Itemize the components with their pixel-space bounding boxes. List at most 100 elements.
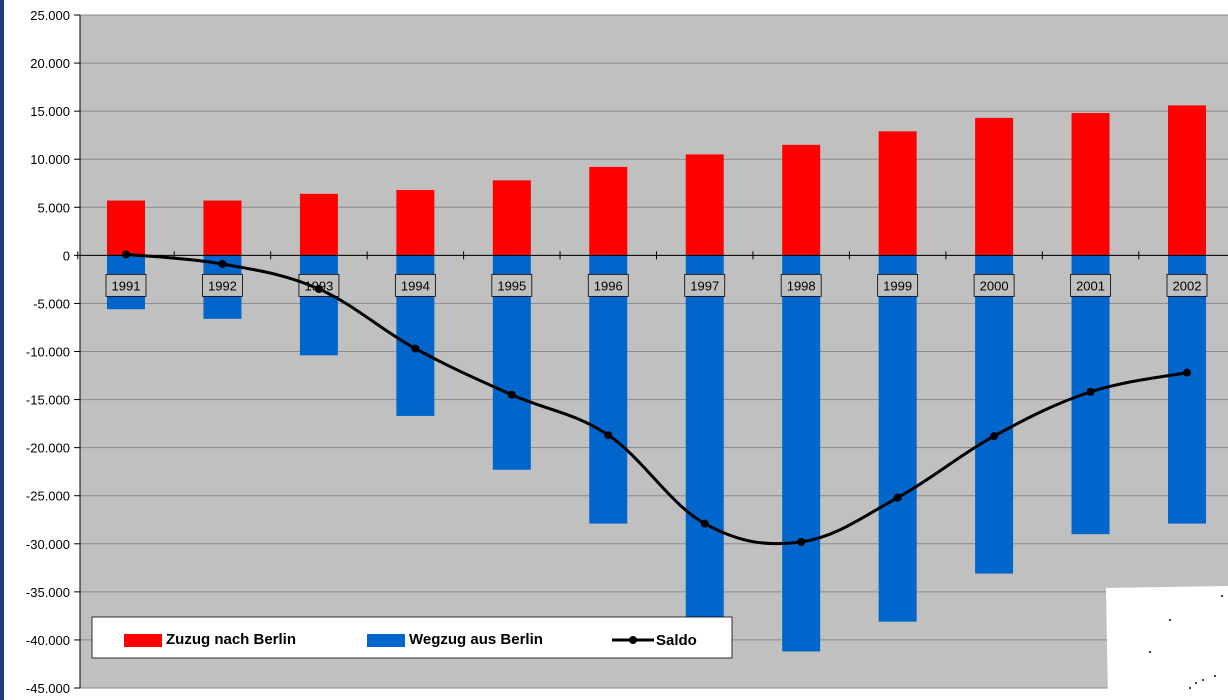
y-tick-label: 15.000 — [30, 104, 70, 119]
saldo-line-layer — [122, 250, 1191, 546]
saldo-point-2000 — [990, 432, 999, 441]
y-tick-label: 25.000 — [30, 8, 70, 23]
x-tick-label-1996: 1996 — [587, 273, 629, 297]
x-tick-label-1998: 1998 — [780, 273, 822, 297]
x-tick-box — [684, 273, 726, 297]
y-tick-label: -35.000 — [26, 585, 70, 600]
x-tick-box — [1166, 273, 1208, 297]
left-border-strip — [0, 0, 4, 700]
legend: Zuzug nach Berlin Wegzug aus Berlin Saldo — [91, 616, 733, 659]
legend-item-2: Saldo — [612, 632, 697, 649]
legend-label: Saldo — [656, 632, 697, 649]
bar-zuzug-1992 — [203, 200, 242, 256]
saldo-point-1998 — [797, 537, 806, 546]
bar-zuzug-1998 — [782, 144, 821, 256]
x-tick-label-1997: 1997 — [684, 273, 726, 297]
y-tick-label: 5.000 — [37, 200, 70, 215]
speck — [1201, 678, 1205, 682]
x-tick-text: 2002 — [1173, 278, 1202, 293]
x-tick-text: 2000 — [980, 278, 1009, 293]
x-tick-text: 1992 — [208, 278, 237, 293]
legend-box — [91, 616, 733, 659]
bar-wegzug-1996 — [589, 255, 628, 524]
bar-zuzug-1994 — [396, 189, 435, 256]
y-tick-label: -40.000 — [26, 633, 70, 648]
saldo-point-1997 — [700, 519, 709, 528]
x-tick-label-1992: 1992 — [202, 273, 243, 297]
x-tick-box — [202, 273, 243, 297]
speck — [1194, 681, 1198, 685]
x-tick-box — [1070, 273, 1111, 297]
speck — [1148, 650, 1152, 654]
y-tick-label: -30.000 — [26, 537, 70, 552]
x-tick-box — [877, 273, 919, 297]
x-tick-text: 1994 — [401, 278, 430, 293]
white-overlay-shape — [1106, 586, 1228, 700]
x-tick-label-2000: 2000 — [973, 273, 1015, 297]
bar-wegzug-1993 — [299, 255, 338, 356]
y-tick-label: -10.000 — [26, 345, 70, 360]
y-tick-label: -5.000 — [33, 296, 70, 311]
bars — [107, 105, 1206, 652]
x-tick-labels: 1991199219931994199519961997199819992000… — [105, 273, 1208, 297]
y-tick-label: 10.000 — [30, 152, 70, 167]
saldo-point-1995 — [507, 390, 516, 399]
x-tick-text: 1991 — [112, 278, 141, 293]
bar-wegzug-1998 — [782, 255, 821, 652]
y-tick-label: 0 — [63, 248, 70, 263]
legend-label: Wegzug aus Berlin — [409, 631, 543, 648]
saldo-point-1991 — [122, 250, 130, 259]
legend-marker — [629, 636, 637, 644]
x-tick-box — [105, 273, 147, 297]
x-tick-label-1999: 1999 — [877, 273, 919, 297]
speck — [1188, 686, 1192, 690]
saldo-point-1999 — [893, 493, 902, 502]
legend-swatch — [124, 634, 162, 647]
bar-wegzug-1997 — [685, 255, 724, 626]
speck — [1213, 674, 1217, 678]
bar-zuzug-1991 — [107, 200, 145, 256]
x-tick-label-1994: 1994 — [394, 273, 436, 297]
x-tick-label-2002: 2002 — [1166, 273, 1208, 297]
x-tick-text: 1997 — [690, 278, 719, 293]
saldo-point-1993 — [314, 285, 323, 294]
legend-swatch — [367, 634, 405, 647]
speck — [1220, 594, 1224, 598]
y-tick-label: -20.000 — [26, 441, 70, 456]
bar-zuzug-1993 — [299, 193, 338, 256]
x-tick-label-1995: 1995 — [491, 273, 533, 297]
x-tick-box — [587, 273, 629, 297]
x-tick-box — [394, 273, 436, 297]
y-tick-label: -15.000 — [26, 393, 70, 408]
saldo-point-1992 — [218, 260, 227, 269]
x-tick-box — [973, 273, 1015, 297]
axes: 25.000 20.000 15.000 10.000 5.000 0 -5.000 -10.… — [26, 8, 1228, 696]
x-tick-text: 1996 — [594, 278, 623, 293]
bar-zuzug-2001 — [1071, 113, 1110, 256]
bar-wegzug-1999 — [878, 255, 917, 622]
legend-label: Zuzug nach Berlin — [166, 631, 296, 648]
y-tick-label: -25.000 — [26, 489, 70, 504]
white-blob-decoration — [1106, 586, 1228, 700]
legend-item-1: Wegzug aus Berlin — [367, 631, 543, 648]
bar-zuzug-2002 — [1168, 105, 1206, 256]
legend-item-0: Zuzug nach Berlin — [124, 631, 296, 648]
saldo-point-1994 — [411, 344, 420, 353]
x-tick-label-2001: 2001 — [1070, 273, 1111, 297]
x-tick-text: 1998 — [787, 278, 816, 293]
x-tick-text: 2001 — [1076, 278, 1105, 293]
x-tick-text: 1999 — [883, 278, 912, 293]
bar-zuzug-1995 — [492, 180, 531, 256]
y-tick-label: 20.000 — [30, 56, 70, 71]
bar-zuzug-1996 — [589, 166, 628, 256]
x-tick-box — [491, 273, 533, 297]
x-tick-label-1991: 1991 — [105, 273, 147, 297]
speck — [1168, 618, 1172, 622]
bar-zuzug-2000 — [975, 117, 1014, 256]
saldo-point-2002 — [1183, 368, 1191, 377]
bar-wegzug-2000 — [975, 255, 1014, 574]
y-tick-label: -45.000 — [26, 681, 70, 696]
bar-zuzug-1997 — [685, 154, 724, 256]
